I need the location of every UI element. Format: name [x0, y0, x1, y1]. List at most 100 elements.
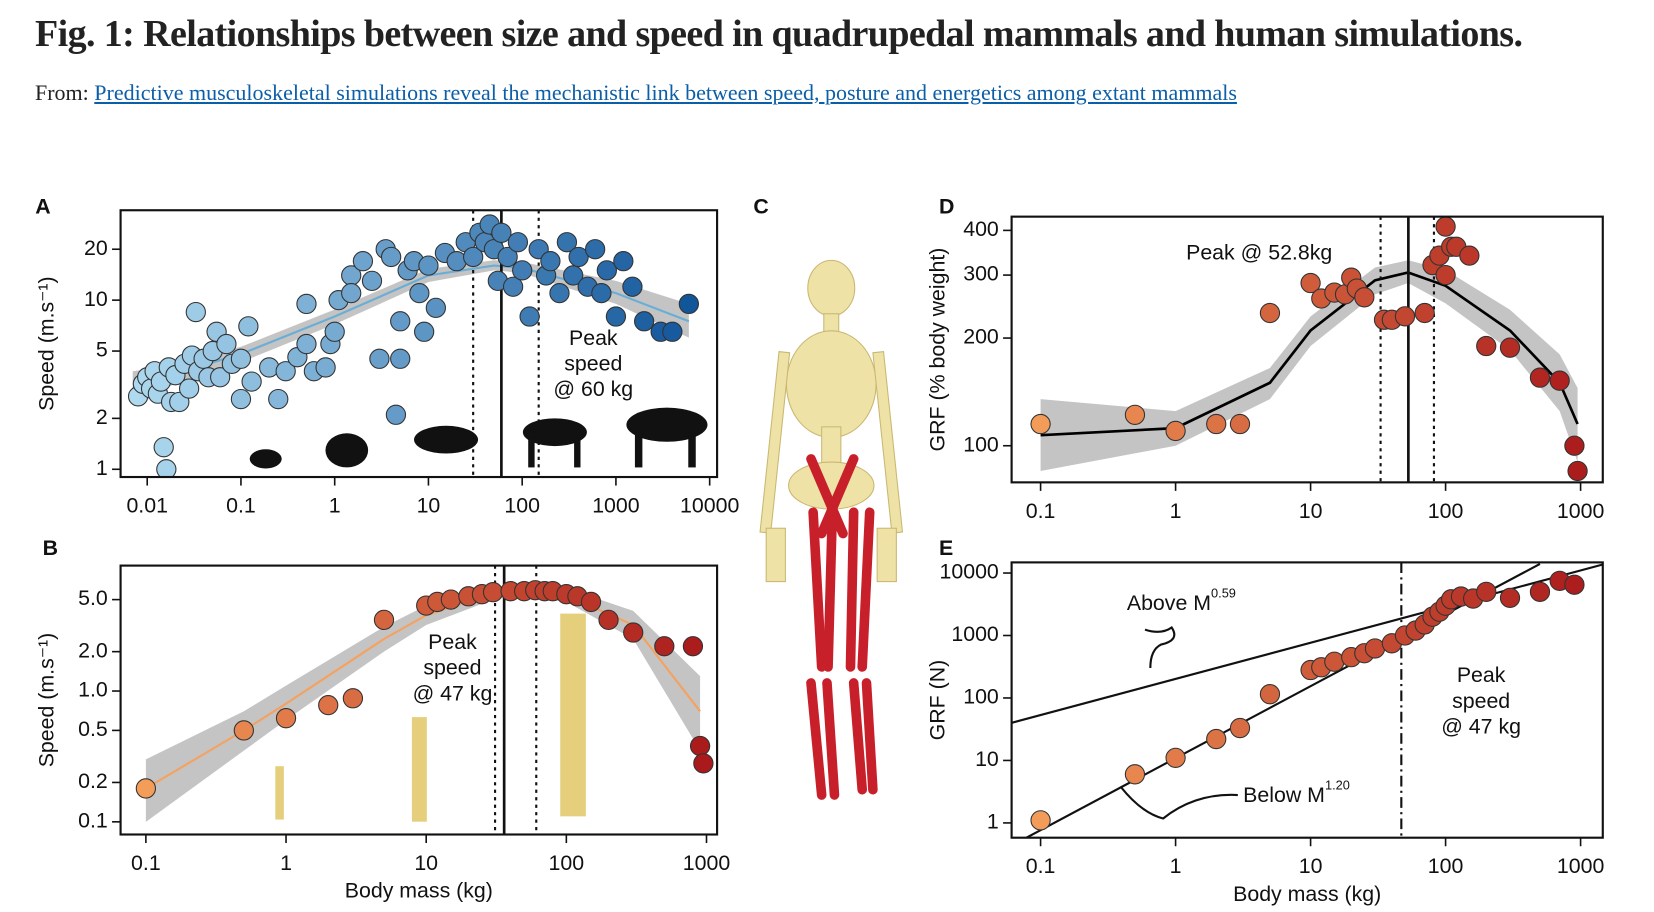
data-point	[238, 316, 259, 337]
x-tick-label: 10	[1299, 499, 1323, 523]
data-point	[153, 437, 174, 458]
line-label: Above M0.59	[1127, 586, 1236, 615]
y-tick-label: 1	[96, 456, 108, 480]
y-tick-label: 5.0	[78, 586, 108, 610]
data-point	[369, 348, 390, 369]
data-point	[342, 688, 364, 709]
line-label: Below M1.20	[1243, 778, 1350, 807]
y-axis-label: GRF (% body weight)	[926, 248, 950, 452]
data-point	[1354, 287, 1375, 308]
x-tick-label: 1	[329, 494, 341, 518]
data-point	[1030, 413, 1051, 435]
figure-title: Fig. 1: Relationships between size and s…	[35, 13, 1523, 55]
from-label: From:	[35, 80, 89, 105]
data-point	[1549, 370, 1570, 391]
data-point	[622, 276, 643, 297]
y-tick-label: 10	[84, 287, 108, 311]
data-point	[1564, 435, 1585, 456]
x-tick-label: 10	[417, 494, 441, 518]
data-point	[230, 388, 252, 410]
x-axis-label: Body mass (kg)	[345, 879, 493, 903]
y-tick-label: 5	[96, 338, 108, 362]
x-tick-label: 1000	[1557, 499, 1605, 523]
data-point	[654, 636, 675, 657]
data-point	[1567, 460, 1588, 482]
data-point	[482, 582, 504, 603]
data-point	[318, 695, 339, 716]
data-point	[296, 293, 317, 315]
data-point	[605, 306, 627, 327]
data-point	[540, 251, 561, 272]
annotation: @ 60 kg	[553, 377, 633, 401]
data-point	[210, 367, 231, 388]
data-point	[502, 276, 524, 297]
line-label-text: Below M	[1243, 783, 1325, 807]
annotation: speed	[564, 352, 622, 376]
plot-frame	[119, 564, 719, 836]
data-point	[380, 246, 402, 268]
y-tick-label: 400	[963, 217, 999, 241]
data-point	[315, 357, 336, 378]
x-tick-label: 0.01	[126, 494, 168, 518]
y-tick-label: 10000	[939, 560, 998, 584]
y-axis-label: Speed (m.s⁻¹)	[35, 633, 59, 768]
y-tick-label: 100	[963, 685, 999, 709]
x-tick-label: 100	[549, 851, 585, 875]
plot-area	[127, 210, 700, 478]
x-tick-label: 0.1	[1026, 854, 1056, 878]
source-link[interactable]: Predictive musculoskeletal simulations r…	[94, 80, 1237, 105]
annotation: @ 47 kg	[1441, 714, 1521, 738]
x-tick-label: 100	[1428, 499, 1464, 523]
y-tick-label: 1	[987, 810, 999, 834]
skeleton-illustration	[759, 259, 904, 583]
data-point	[1124, 404, 1146, 425]
data-point	[563, 265, 584, 286]
fit-line	[1040, 271, 1579, 437]
annotation: Peak	[1457, 663, 1506, 687]
data-point	[1394, 306, 1416, 327]
header: Fig. 1: Relationships between size and s…	[35, 6, 1615, 106]
plot-frame	[119, 209, 719, 479]
data-point	[156, 459, 177, 478]
source-line: From: Predictive musculoskeletal simulat…	[35, 80, 1615, 106]
data-point	[1459, 245, 1480, 266]
data-point	[591, 283, 612, 304]
data-point	[1206, 728, 1227, 750]
data-point	[556, 232, 578, 253]
plot-area	[1030, 216, 1588, 483]
annotation: speed	[423, 656, 481, 680]
line-label-exponent: 1.20	[1325, 778, 1350, 793]
data-point	[596, 260, 617, 281]
data-point	[275, 361, 296, 382]
data-point	[259, 357, 280, 378]
animal-silhouettes	[249, 407, 708, 469]
data-point	[185, 301, 206, 323]
data-point	[693, 753, 714, 774]
plot-frame	[1010, 215, 1604, 484]
data-point	[1259, 684, 1281, 705]
y-tick-label: 300	[963, 262, 999, 286]
x-tick-label: 100	[504, 494, 540, 518]
data-point	[623, 622, 644, 643]
data-point	[1435, 264, 1456, 286]
x-tick-label: 0.1	[131, 851, 161, 875]
data-point	[1259, 302, 1281, 324]
data-point	[1300, 272, 1321, 294]
data-point	[425, 297, 446, 319]
x-axis-label: Body mass (kg)	[1233, 882, 1381, 906]
data-point	[512, 260, 533, 281]
data-point	[361, 270, 383, 292]
plot-frame	[1010, 561, 1604, 839]
data-point	[135, 778, 157, 799]
panel-letter: A	[35, 195, 50, 219]
y-tick-label: 100	[963, 432, 999, 456]
x-tick-label: 10	[1299, 854, 1323, 878]
data-point	[1414, 302, 1435, 324]
data-point	[341, 283, 362, 304]
x-tick-label: 10	[414, 851, 438, 875]
annotation-arrows	[1119, 625, 1238, 820]
data-point	[296, 333, 317, 355]
data-point	[1529, 367, 1551, 388]
annotation: Peak @ 52.8kg	[1186, 241, 1332, 265]
data-point	[463, 246, 484, 268]
